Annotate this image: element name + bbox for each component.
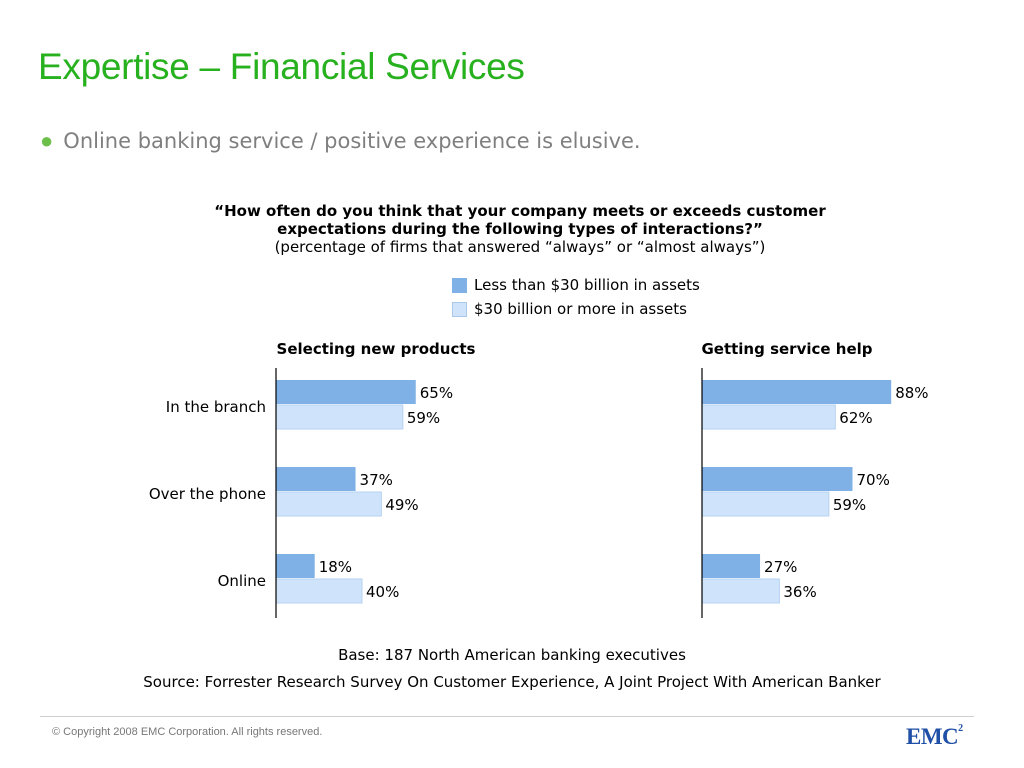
bar [701, 404, 836, 430]
bullet-point: ● Online banking service / positive exper… [40, 128, 641, 154]
bullet-text: Online banking service / positive experi… [63, 129, 641, 153]
bar [702, 554, 761, 578]
bar-value-label: 40% [366, 583, 399, 601]
slide-title: Expertise – Financial Services [38, 46, 525, 87]
bar-value-label: 27% [764, 558, 797, 576]
chart-question-line1: “How often do you think that your compan… [214, 202, 826, 220]
bar-value-label: 59% [833, 496, 866, 514]
bullet-icon: ● [40, 128, 54, 153]
bar [276, 554, 315, 578]
bar [275, 491, 382, 517]
bar-value-label: 70% [857, 471, 890, 489]
bar [276, 380, 416, 404]
category-label: Online [218, 572, 266, 590]
bar-value-label: 49% [385, 496, 418, 514]
bar-value-label: 36% [783, 583, 816, 601]
bar [276, 467, 356, 491]
bar-value-label: 18% [319, 558, 352, 576]
bar-value-label: 59% [407, 409, 440, 427]
bar-value-label: 65% [420, 384, 453, 402]
legend-swatch-dark [452, 278, 467, 293]
bar-value-label: 37% [360, 471, 393, 489]
legend-label: $30 billion or more in assets [474, 300, 687, 318]
panel-title: Getting service help [701, 340, 872, 358]
bar [702, 380, 892, 404]
legend-label: Less than $30 billion in assets [474, 276, 700, 294]
bar [275, 404, 404, 430]
footer-divider [40, 716, 974, 717]
category-label: Over the phone [149, 485, 266, 503]
copyright-text: © Copyright 2008 EMC Corporation. All ri… [52, 726, 323, 738]
bar-value-label: 62% [839, 409, 872, 427]
bar [702, 467, 853, 491]
emc-logo: EMC2 [906, 723, 963, 749]
bar [275, 578, 363, 604]
footnote-source: Source: Forrester Research Survey On Cus… [143, 673, 881, 691]
chart-question-line2: expectations during the following types … [277, 220, 763, 238]
legend-swatch-light [452, 302, 467, 317]
category-label: In the branch [166, 398, 266, 416]
bar-value-label: 88% [895, 384, 928, 402]
bar [701, 578, 780, 604]
footnote-base: Base: 187 North American banking executi… [338, 646, 686, 664]
panel-title: Selecting new products [277, 340, 476, 358]
chart-question-subtitle: (percentage of firms that answered “alwa… [274, 238, 766, 256]
bar [701, 491, 830, 517]
